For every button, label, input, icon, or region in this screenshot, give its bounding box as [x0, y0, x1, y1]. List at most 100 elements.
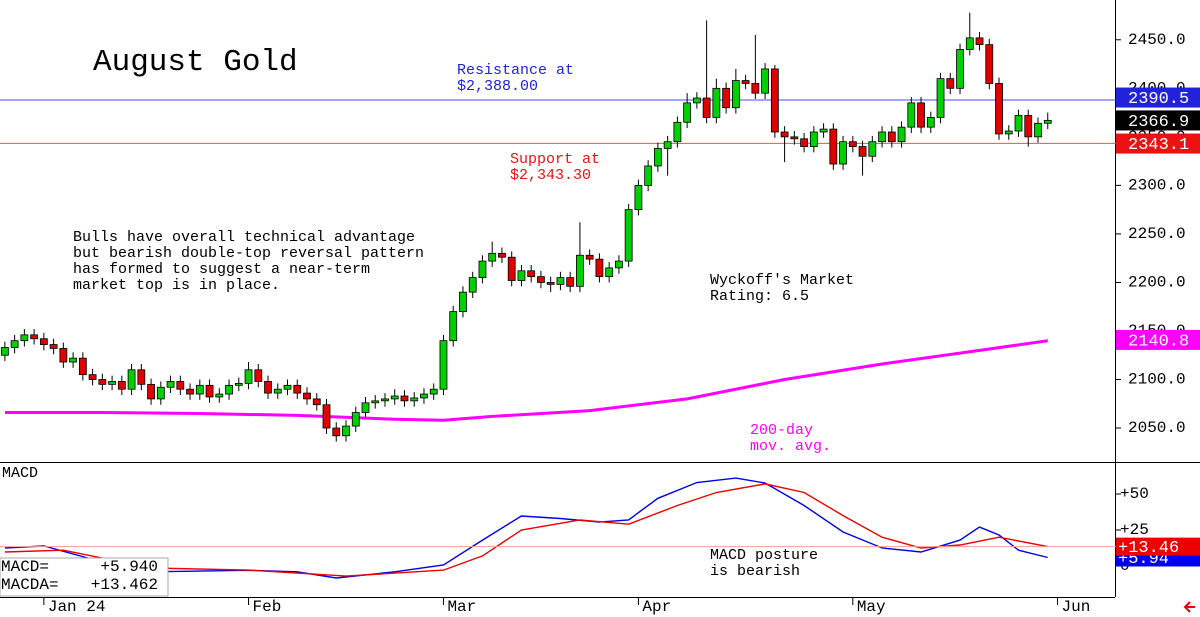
candle-body [186, 388, 194, 395]
arrow-icon [1183, 601, 1195, 613]
legend-value: +5.940 [100, 558, 158, 576]
candle-body [322, 404, 331, 429]
candle-body [624, 209, 633, 262]
candle-body [1014, 115, 1023, 132]
candle-body [205, 384, 214, 398]
price-badge-label: 2343.1 [1128, 136, 1189, 155]
candle-body [410, 397, 419, 402]
legend: MACD= +5.940 MACDA= +13.462 [0, 557, 169, 597]
annotation: Bulls have overall technical advantage [73, 229, 415, 246]
candle-body [69, 357, 77, 363]
candle-body [576, 254, 584, 287]
legend-value: +13.462 [91, 576, 158, 594]
y-tick-label: +25 [1120, 521, 1149, 539]
candle-body [926, 117, 935, 128]
annotation: Support at [510, 151, 600, 168]
candle-body [741, 80, 750, 84]
candle-body [595, 258, 604, 278]
candle-body [30, 334, 39, 340]
candle-body [956, 49, 964, 89]
y-tick-label: 2050.0 [1128, 419, 1186, 437]
candle-body [108, 381, 116, 385]
candle-body [10, 340, 19, 348]
candle-body [332, 427, 341, 437]
panel-title: MACD [2, 465, 38, 482]
candle-body [1004, 130, 1013, 135]
y-tick-label: +50 [1120, 485, 1149, 503]
candle-body [995, 83, 1003, 135]
candle-body [644, 165, 653, 186]
candle-body [936, 78, 945, 118]
candle-body [751, 83, 760, 94]
annotation: MACD posture [710, 547, 818, 564]
legend-label: MACDA= [1, 576, 59, 594]
candle-body [429, 388, 438, 395]
legend-label: MACD= [1, 558, 49, 576]
candle-body [722, 87, 731, 109]
candle-body [887, 131, 896, 143]
candle-body [156, 386, 165, 400]
candle-body [878, 131, 886, 143]
annotation: Resistance at [457, 62, 574, 79]
candle-body [98, 379, 107, 385]
candle-body [371, 400, 380, 404]
annotation: $2,388.00 [457, 78, 538, 95]
candle-body [965, 37, 974, 50]
candle-body [137, 369, 146, 385]
candle-body [731, 80, 740, 109]
candle-body [712, 87, 721, 118]
y-tick-label: 2300.0 [1128, 177, 1186, 195]
candle-body [498, 252, 506, 258]
macd-badge [1116, 537, 1200, 556]
x-tick-label: Jun [1061, 598, 1090, 616]
candle-body [303, 392, 311, 400]
candle-body [692, 97, 701, 104]
candle-body [605, 267, 614, 278]
candle-body [790, 136, 799, 140]
candle-body [585, 254, 594, 260]
price-badge-label: 2140.8 [1128, 332, 1189, 351]
annotation: market top is in place. [73, 277, 280, 294]
candle-body [702, 97, 711, 118]
candle-body [166, 381, 175, 388]
candle-body [342, 425, 350, 437]
candle-body [117, 381, 126, 390]
candle-body [381, 398, 389, 402]
candle-body [293, 384, 302, 394]
candle-body [312, 398, 321, 406]
candle-body [478, 260, 487, 278]
candle-body [264, 381, 272, 394]
price-badge-label: 2390.5 [1128, 90, 1189, 109]
candle-body [225, 384, 233, 395]
candle-body [59, 348, 68, 363]
x-tick-label: Apr [642, 598, 671, 616]
legend-box [0, 557, 169, 597]
price-badge-label: 2366.9 [1128, 113, 1189, 132]
candle-body [663, 141, 672, 149]
annotation: $2,343.30 [510, 167, 591, 184]
candle-body [556, 277, 565, 285]
candle-body [683, 102, 692, 123]
candle-body [673, 121, 682, 143]
candle-body [800, 138, 808, 147]
price-badge [1116, 133, 1200, 154]
candle-body [517, 270, 526, 281]
candle-body [0, 347, 9, 356]
candle-body [459, 291, 467, 312]
annotation: Wyckoff's Market [710, 272, 854, 289]
annotation: but bearish double-top reversal pattern [73, 245, 424, 262]
y-tick-label: 2450.0 [1128, 31, 1186, 49]
candle-body [39, 338, 48, 345]
candle-body [546, 282, 555, 285]
annotation: Rating: 6.5 [710, 288, 809, 305]
candle-body [917, 102, 925, 128]
candle-body [49, 344, 58, 349]
annotation: has formed to suggest a near-term [73, 261, 370, 278]
candle-body [439, 340, 448, 390]
candle-body [88, 374, 97, 380]
y-tick-label: 2100.0 [1128, 371, 1186, 389]
candle-body [1043, 119, 1052, 124]
candle-body [809, 131, 818, 147]
